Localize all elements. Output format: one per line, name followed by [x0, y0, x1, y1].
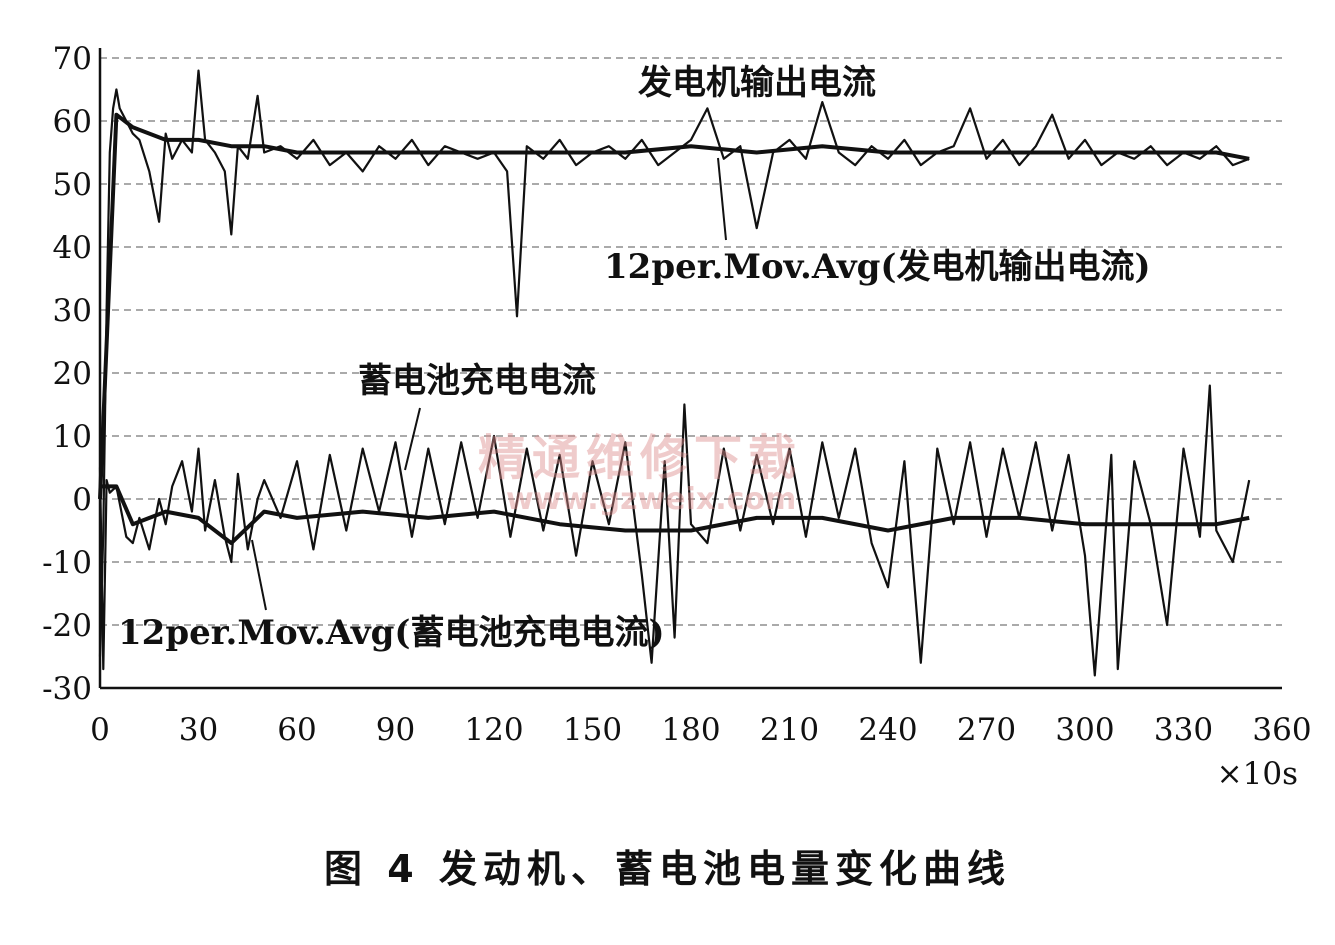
- y-tick-label: 10: [53, 419, 92, 455]
- x-tick-label: 60: [277, 712, 316, 748]
- watermark: 精通维修下载 www.gzweix.com: [478, 418, 802, 517]
- x-tick-label: 360: [1252, 712, 1311, 748]
- annotation-generator-current: 发电机输出电流: [638, 63, 876, 103]
- annotation-battery-current: 蓄电池充电电流: [358, 361, 596, 401]
- x-tick-label: 180: [661, 712, 720, 748]
- leader-line-battery-average: [251, 539, 267, 611]
- y-tick-label: 30: [53, 293, 92, 329]
- x-tick-label: 30: [179, 712, 218, 748]
- x-tick-label: 300: [1055, 712, 1114, 748]
- series-line-2: [98, 384, 1251, 677]
- annotation-generator-moving-average: 12per.Mov.Avg(发电机输出电流): [604, 247, 1151, 287]
- watermark-url: www.gzweix.com: [506, 482, 797, 517]
- x-tick-label: 120: [464, 712, 523, 748]
- x-tick-label: 0: [90, 712, 110, 748]
- y-tick-label: 60: [53, 104, 92, 140]
- x-tick-labels: 0 30 60 90 120 150 180 210 240 270 300 330 360: [90, 712, 1311, 748]
- watermark-text: 精通维修下载: [478, 430, 803, 486]
- y-tick-label: 70: [53, 41, 92, 77]
- grid-lines: [100, 57, 1282, 626]
- x-tick-label: 90: [376, 712, 415, 748]
- y-tick-label: -30: [42, 671, 92, 707]
- annotation-battery-moving-average: 12per.Mov.Avg(蓄电池充电电流): [118, 613, 665, 653]
- x-tick-label: 150: [563, 712, 622, 748]
- leader-line-generator-average: [717, 157, 727, 241]
- x-tick-label: 330: [1154, 712, 1213, 748]
- chart-area: 70 60 50 40 30 20 10 0 -10 -20 -30 0 30 60 90 120 150 18…: [42, 41, 1312, 792]
- y-tick-labels: 70 60 50 40 30 20 10 0 -10 -20 -30: [42, 41, 92, 707]
- y-tick-label: 0: [72, 482, 92, 518]
- y-tick-label: 50: [53, 167, 92, 203]
- x-tick-label: 240: [858, 712, 917, 748]
- series-line-0: [98, 69, 1250, 657]
- series-line-3: [100, 484, 1250, 546]
- series-line-1: [98, 112, 1250, 500]
- y-tick-label: -10: [42, 545, 92, 581]
- axes: [98, 48, 1282, 690]
- y-tick-label: 40: [53, 230, 92, 266]
- y-tick-label: -20: [42, 608, 92, 644]
- x-tick-label: 270: [957, 712, 1016, 748]
- x-tick-label: 210: [760, 712, 819, 748]
- series-lines: [98, 69, 1251, 677]
- x-unit-label: ×10s: [1217, 756, 1298, 792]
- y-tick-label: 20: [53, 356, 92, 392]
- figure-caption: 图 4 发动机、蓄电池电量变化曲线: [324, 847, 1011, 891]
- leader-line-battery-current: [404, 407, 421, 471]
